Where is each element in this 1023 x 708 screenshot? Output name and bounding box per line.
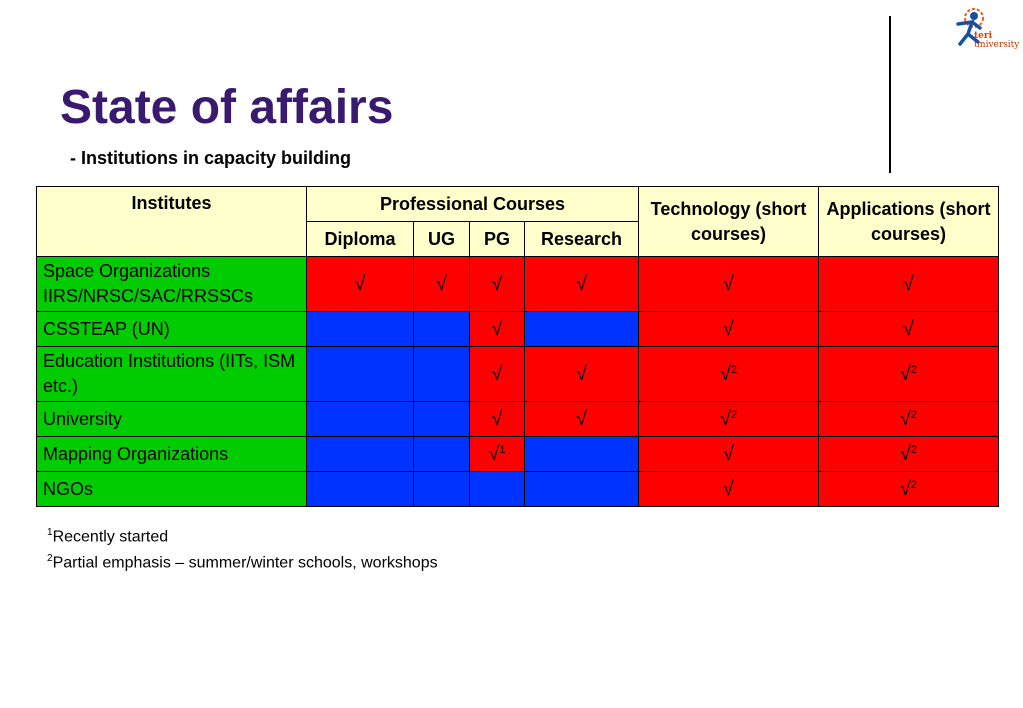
check-mark: √	[491, 317, 503, 340]
check-mark: √	[719, 362, 731, 385]
table-cell: √	[638, 311, 819, 347]
check-mark: √	[576, 362, 587, 385]
header-pg: PG	[469, 221, 525, 257]
row-label: NGOs	[36, 471, 307, 507]
footnote-2: 2Partial emphasis – summer/winter school…	[47, 553, 438, 572]
teri-university-logo: teri university	[944, 4, 1020, 52]
table-cell	[306, 311, 414, 347]
table-row: Mapping Organizations √1 √ √2	[36, 436, 999, 472]
table-cell: √2	[638, 401, 819, 437]
table-cell	[524, 436, 639, 472]
header-technology: Technology (short courses)	[638, 186, 819, 257]
table-cell: √2	[638, 346, 819, 402]
footnote-ref: 2	[910, 408, 918, 421]
table-cell: √	[638, 436, 819, 472]
header-ug: UG	[413, 221, 470, 257]
page-title: State of affairs	[60, 81, 394, 134]
footnote-ref: 1	[499, 443, 506, 456]
table-cell: √2	[818, 346, 999, 402]
check-mark: √	[488, 442, 500, 465]
table-cell: √	[469, 346, 525, 402]
footnote-ref: 2	[730, 408, 738, 421]
header-professional-courses: Professional Courses	[306, 186, 639, 222]
table-cell	[306, 436, 414, 472]
row-label: Mapping Organizations	[36, 436, 307, 472]
table-cell	[524, 471, 639, 507]
header-diploma: Diploma	[306, 221, 414, 257]
footnote-ref: 2	[730, 363, 738, 376]
check-mark: √	[903, 317, 914, 340]
check-mark: √	[903, 272, 914, 295]
check-mark: √	[719, 407, 731, 430]
table-cell	[306, 471, 414, 507]
table-cell	[524, 311, 639, 347]
table-cell	[413, 346, 470, 402]
capacity-table: Institutes Professional Courses Technolo…	[36, 186, 999, 507]
table-cell	[413, 401, 470, 437]
check-mark: √	[723, 442, 734, 465]
check-mark: √	[899, 407, 911, 430]
vertical-divider	[889, 16, 891, 173]
check-mark: √	[899, 477, 911, 500]
row-label: Education Institutions (IITs, ISM etc.)	[36, 346, 307, 402]
check-mark: √	[723, 317, 734, 340]
footnote-ref: 2	[910, 443, 918, 456]
table-cell: √2	[818, 436, 999, 472]
check-mark: √	[576, 272, 587, 295]
table-cell: √	[469, 401, 525, 437]
check-mark: √	[491, 272, 503, 295]
table-cell	[413, 311, 470, 347]
page-subtitle: - Institutions in capacity building	[70, 148, 352, 168]
header-research: Research	[524, 221, 639, 257]
logo-word: university	[974, 40, 1020, 50]
table-cell: √	[524, 401, 639, 437]
footnotes: 1Recently started 2Partial emphasis – su…	[47, 522, 438, 575]
table-cell: √	[469, 311, 525, 347]
table-cell: √2	[818, 401, 999, 437]
table-cell: √1	[469, 436, 525, 472]
footnote-ref: 2	[910, 363, 918, 376]
row-label: CSSTEAP (UN)	[36, 311, 307, 347]
table-cell: √	[413, 256, 470, 312]
check-mark: √	[723, 477, 734, 500]
table-cell: √	[524, 256, 639, 312]
check-mark: √	[436, 272, 447, 295]
header-institutes: Institutes	[36, 186, 307, 257]
table-cell	[306, 346, 414, 402]
table-row: CSSTEAP (UN) √ √ √	[36, 311, 999, 347]
table-cell: √	[524, 346, 639, 402]
table-cell	[469, 471, 525, 507]
check-mark: √	[354, 272, 366, 295]
row-label: Space Organizations IIRS/NRSC/SAC/RRSSCs	[36, 256, 307, 312]
logo-brand: teri	[974, 31, 993, 41]
table-row: University √ √ √2 √2	[36, 401, 999, 437]
table-cell	[306, 401, 414, 437]
table-cell: √	[306, 256, 414, 312]
header-applications: Applications (short courses)	[818, 186, 999, 257]
check-mark: √	[491, 407, 503, 430]
footnote-ref: 2	[910, 478, 918, 491]
check-mark: √	[723, 272, 734, 295]
check-mark: √	[491, 362, 503, 385]
table-row: NGOs √ √2	[36, 471, 999, 507]
table-row: Education Institutions (IITs, ISM etc.) √…	[36, 346, 999, 402]
row-label: University	[36, 401, 307, 437]
table-cell: √	[469, 256, 525, 312]
footnote-1: 1Recently started	[47, 527, 169, 546]
table-cell: √2	[818, 471, 999, 507]
check-mark: √	[576, 407, 587, 430]
table-cell: √	[638, 471, 819, 507]
table-row: Space Organizations IIRS/NRSC/SAC/RRSSCs…	[36, 256, 999, 312]
check-mark: √	[899, 362, 911, 385]
check-mark: √	[899, 442, 911, 465]
table-cell: √	[638, 256, 819, 312]
table-cell: √	[818, 256, 999, 312]
table-cell	[413, 471, 470, 507]
table-cell	[413, 436, 470, 472]
table-body: Space Organizations IIRS/NRSC/SAC/RRSSCs…	[36, 256, 999, 507]
table-cell: √	[818, 311, 999, 347]
running-figure-icon	[956, 8, 984, 46]
